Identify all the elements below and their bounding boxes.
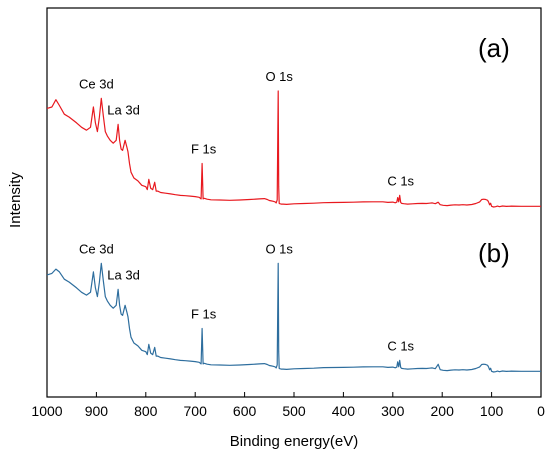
x-tick-label: 900 (85, 403, 109, 419)
peak-label: F 1s (191, 142, 217, 157)
peak-label: O 1s (265, 69, 293, 84)
panel-label: (a) (478, 33, 510, 63)
peak-label: O 1s (265, 241, 293, 256)
peak-label: La 3d (107, 267, 140, 282)
x-tick-label: 400 (332, 403, 356, 419)
x-tick-label: 300 (381, 403, 405, 419)
peak-label: Ce 3d (79, 241, 114, 256)
y-axis-label: Intensity (7, 172, 24, 228)
panel-label: (b) (478, 238, 510, 268)
spectra (46, 90, 541, 373)
spectrum-line-b (46, 262, 541, 373)
peak-label: La 3d (107, 102, 140, 117)
x-axis-label: Binding energy(eV) (230, 433, 358, 450)
spectrum-line-a (46, 90, 541, 208)
x-tick-label: 0 (537, 403, 545, 419)
plot-frame (46, 7, 542, 398)
x-tick-label: 500 (282, 403, 306, 419)
x-tick-label: 700 (184, 403, 208, 419)
peak-label: Ce 3d (79, 76, 114, 91)
x-tick-label: 200 (431, 403, 455, 419)
panel-labels: (a) (b) (478, 33, 510, 268)
x-tick-label: 1000 (31, 403, 62, 419)
x-axis-ticks: 1000 900 800 700 600 500 400 300 200 100 0 (31, 392, 545, 419)
x-tick-label: 600 (233, 403, 257, 419)
x-tick-label: 100 (480, 403, 504, 419)
x-tick-label: 800 (134, 403, 158, 419)
peak-label: F 1s (191, 307, 217, 322)
peak-label: C 1s (387, 338, 414, 353)
peak-label: C 1s (387, 173, 414, 188)
peak-annotations: Ce 3d La 3d O 1s F 1s C 1s Ce 3d La 3d O 1s F 1s… (79, 69, 415, 353)
